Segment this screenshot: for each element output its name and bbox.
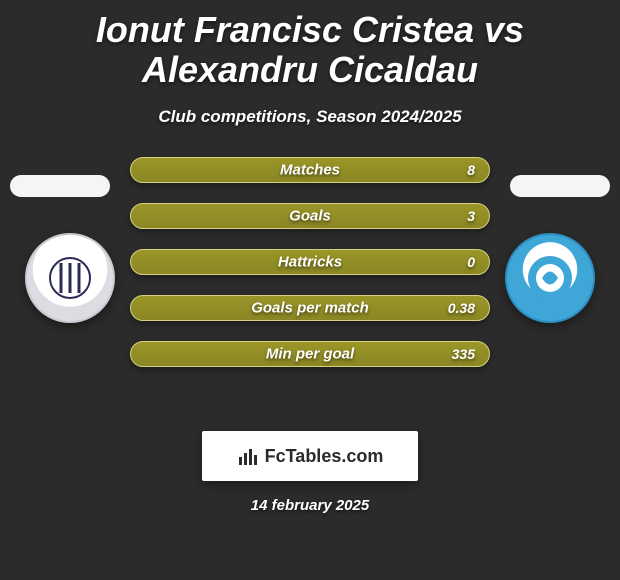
crest-left-icon xyxy=(47,255,93,301)
comparison-stage: Matches 8 Goals 3 Hattricks 0 Goals per … xyxy=(0,157,620,417)
player-left-name-pill xyxy=(10,175,110,197)
stat-value-right: 0 xyxy=(467,254,475,270)
stat-bars: Matches 8 Goals 3 Hattricks 0 Goals per … xyxy=(130,157,490,387)
stat-value-right: 3 xyxy=(467,208,475,224)
stat-label: Goals xyxy=(289,208,331,225)
fctables-logo[interactable]: FcTables.com xyxy=(202,431,418,481)
stat-value-right: 0.38 xyxy=(448,300,475,316)
stat-bar-matches: Matches 8 xyxy=(130,157,490,183)
logo-text: FcTables.com xyxy=(265,446,384,467)
date-text: 14 february 2025 xyxy=(0,497,620,514)
stat-label: Min per goal xyxy=(266,346,354,363)
bar-chart-icon xyxy=(237,445,259,467)
stat-bar-goals: Goals 3 xyxy=(130,203,490,229)
stat-bar-min-per-goal: Min per goal 335 xyxy=(130,341,490,367)
stat-label: Goals per match xyxy=(251,300,369,317)
stat-label: Hattricks xyxy=(278,254,342,271)
crest-right-icon xyxy=(525,253,575,303)
subtitle: Club competitions, Season 2024/2025 xyxy=(0,107,620,127)
team-crest-left xyxy=(25,233,115,323)
team-crest-right xyxy=(505,233,595,323)
player-right-name-pill xyxy=(510,175,610,197)
stat-bar-hattricks: Hattricks 0 xyxy=(130,249,490,275)
stat-label: Matches xyxy=(280,162,340,179)
page-title: Ionut Francisc Cristea vs Alexandru Cica… xyxy=(0,0,620,89)
stat-bar-goals-per-match: Goals per match 0.38 xyxy=(130,295,490,321)
stat-value-right: 335 xyxy=(452,346,475,362)
stat-value-right: 8 xyxy=(467,162,475,178)
